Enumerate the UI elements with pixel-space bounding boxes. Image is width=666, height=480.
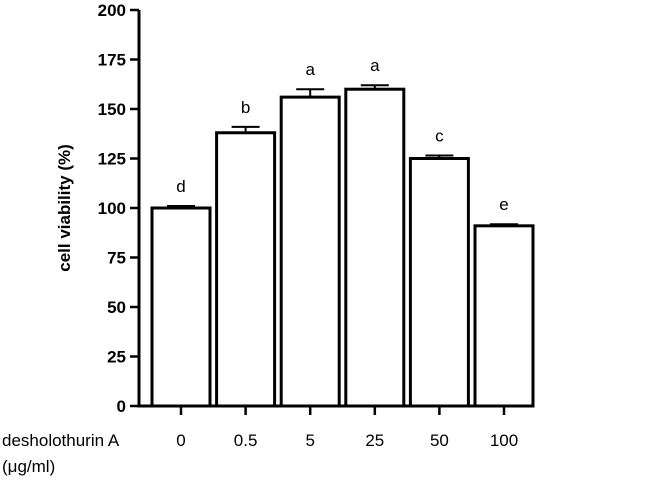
bar — [344, 87, 406, 408]
significance-letter: e — [499, 195, 508, 214]
y-tick-label: 200 — [98, 1, 126, 20]
y-axis: 0 25 50 75 100 125 150 175 200 — [98, 1, 141, 416]
y-tick-label: 25 — [107, 348, 126, 367]
y-axis-label: cell viability (%) — [55, 144, 74, 272]
x-axis-unit-label: (μg/ml) — [2, 457, 55, 476]
significance-letter: c — [435, 127, 444, 146]
bar — [279, 95, 341, 408]
bar — [408, 157, 470, 408]
x-tick-label: 50 — [430, 431, 449, 450]
bar — [150, 206, 212, 408]
bar — [473, 224, 535, 408]
x-tick-label: 0 — [176, 431, 185, 450]
x-tick-label: 0.5 — [234, 431, 258, 450]
x-tick-label: 5 — [305, 431, 314, 450]
y-tick-label: 75 — [107, 249, 126, 268]
y-tick-label: 100 — [98, 199, 126, 218]
y-tick-label: 0 — [117, 397, 126, 416]
bar — [215, 131, 277, 408]
x-axis-label: desholothurin A — [2, 431, 120, 450]
bars: d b a a c e — [150, 56, 535, 408]
x-axis: 0 0.5 5 25 50 100 — [137, 404, 518, 450]
x-tick-label: 25 — [365, 431, 384, 450]
significance-letter: b — [241, 98, 250, 117]
significance-letter: a — [305, 60, 315, 79]
y-tick-label: 175 — [98, 51, 126, 70]
y-tick-label: 150 — [98, 100, 126, 119]
significance-letter: a — [370, 56, 380, 75]
y-tick-label: 125 — [98, 150, 126, 169]
significance-letter: d — [176, 177, 185, 196]
x-tick-label: 100 — [490, 431, 518, 450]
y-tick-label: 50 — [107, 298, 126, 317]
